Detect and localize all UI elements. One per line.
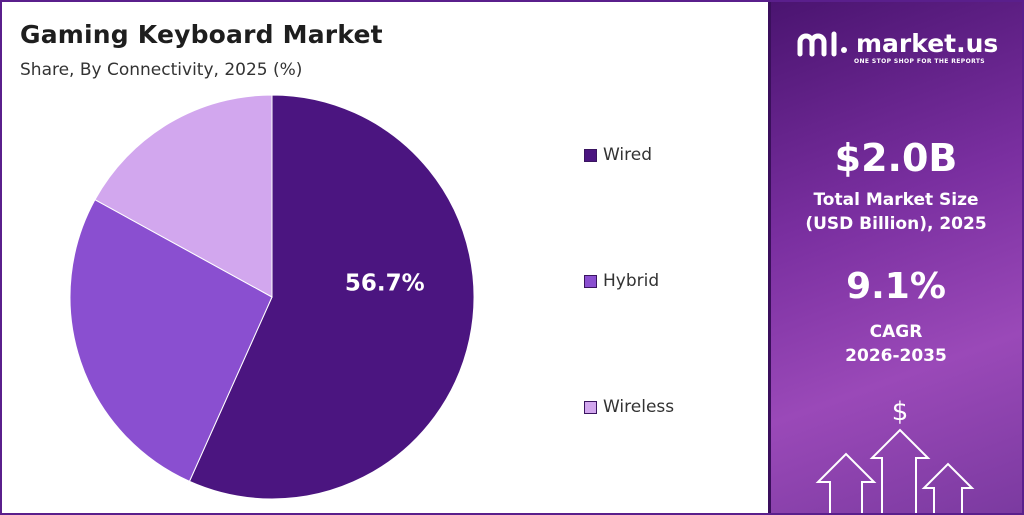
brand-tagline: ONE STOP SHOP FOR THE REPORTS — [854, 58, 986, 65]
chart-title: Gaming Keyboard Market — [20, 20, 383, 49]
dollar-sign-icon: $ — [892, 397, 909, 427]
brand-name: market.us — [856, 28, 999, 58]
market-size-label-line1: Total Market Size — [813, 190, 979, 210]
cagr-label-line1: CAGR — [869, 322, 923, 342]
legend-swatch-wired — [584, 148, 597, 162]
brand-logo: market.us — [796, 28, 998, 58]
market-us-logo-icon — [797, 31, 847, 57]
legend-label-hybrid: Hybrid — [603, 271, 660, 291]
legend-label-wired: Wired — [603, 145, 653, 165]
pie-slice-wired — [188, 94, 475, 500]
market-size-label-line2: (USD Billion), 2025 — [805, 214, 987, 234]
market-size-value: $2.0B — [834, 136, 958, 180]
chart-panel: Gaming Keyboard Market Share, By Connect… — [2, 2, 768, 513]
legend-swatch-hybrid — [584, 274, 597, 288]
stats-sidebar: market.us ONE STOP SHOP FOR THE REPORTS … — [768, 2, 1022, 513]
sidebar-divider — [768, 2, 771, 513]
legend-item-wired: Wired — [584, 144, 754, 166]
cagr-label-line2: 2026-2035 — [845, 346, 947, 366]
data-label-wired: 56.7% — [345, 271, 425, 297]
pie-chart: 56.7% — [69, 94, 475, 500]
growth-arrows-icon: $ — [815, 397, 975, 513]
legend-item-hybrid: Hybrid — [584, 270, 754, 292]
legend-item-wireless: Wireless — [584, 396, 754, 418]
chart-subtitle: Share, By Connectivity, 2025 (%) — [20, 60, 303, 80]
cagr-value: 9.1% — [846, 266, 946, 307]
pie-slice-hybrid — [69, 199, 273, 483]
pie-slice-wireless — [94, 94, 273, 298]
legend-swatch-wireless — [584, 400, 597, 414]
legend-label-wireless: Wireless — [603, 397, 675, 417]
